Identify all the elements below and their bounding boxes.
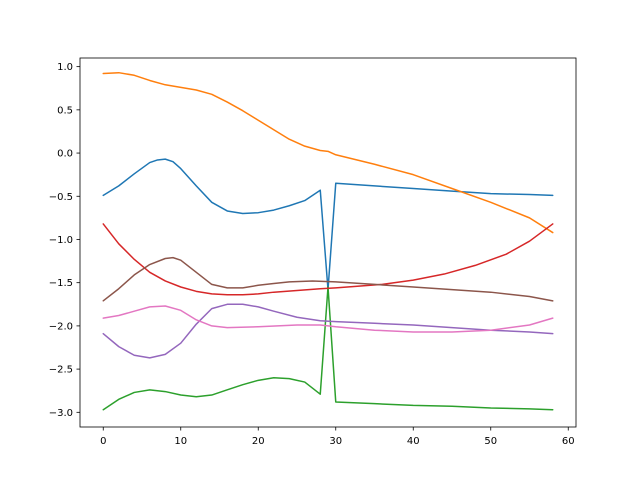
y-tick-label: −0.5 (49, 192, 73, 203)
x-tick-label: 50 (484, 436, 497, 447)
series-line-1 (102, 158, 554, 291)
x-tick-label: 60 (562, 436, 575, 447)
y-tick-label: −3.0 (49, 408, 73, 419)
series-line-2 (102, 71, 554, 234)
y-tick-label: −2.0 (49, 321, 73, 332)
x-tick-label: 10 (174, 436, 187, 447)
y-tick-label: −1.5 (49, 278, 73, 289)
series-line-5 (102, 303, 554, 359)
y-tick-label: 1.0 (57, 62, 73, 73)
y-axis: 1.0 0.5 0.0 −0.5 −1.0 −1.5 −2.0 −2.5 −3.0 (49, 62, 80, 419)
x-axis: 0 10 20 30 40 50 60 (100, 427, 575, 447)
y-tick-label: −2.5 (49, 365, 73, 376)
y-tick-label: 0.0 (57, 149, 73, 160)
series-line-3 (102, 286, 554, 411)
x-tick-label: 0 (100, 436, 106, 447)
series-line-4 (102, 223, 554, 296)
y-tick-label: 0.5 (57, 105, 73, 116)
plot-frame (79, 57, 577, 428)
series-line-6 (102, 256, 554, 302)
x-tick-label: 30 (329, 436, 342, 447)
series-line-7 (102, 305, 554, 333)
x-tick-label: 40 (407, 436, 420, 447)
x-tick-label: 20 (252, 436, 265, 447)
series-layer (102, 71, 554, 411)
y-tick-label: −1.0 (49, 235, 73, 246)
